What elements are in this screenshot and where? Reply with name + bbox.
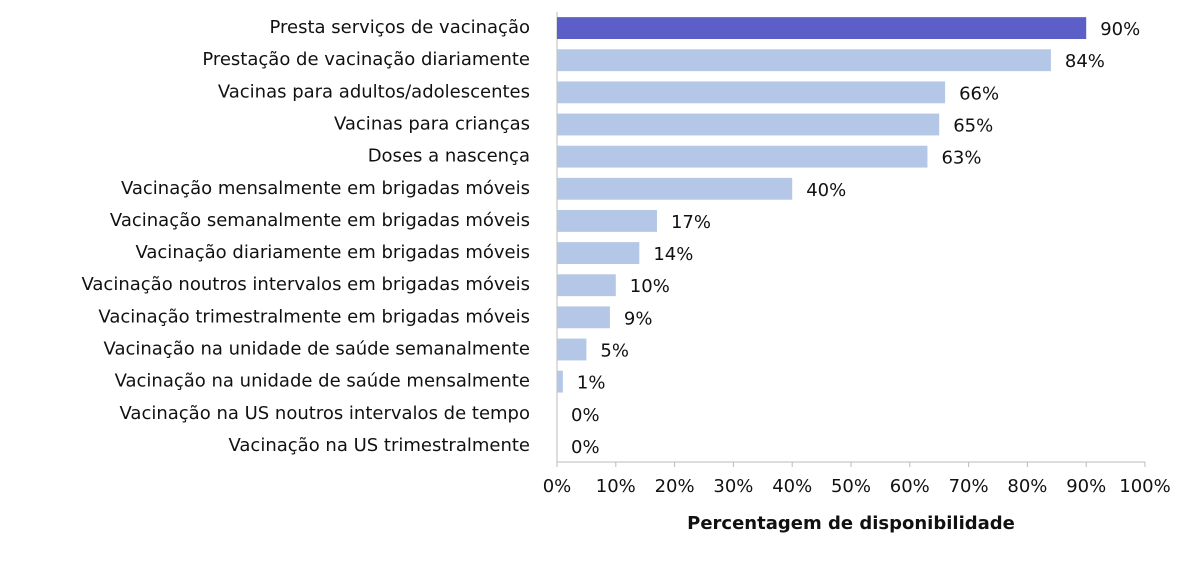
x-tick-label: 100% xyxy=(1119,476,1170,497)
x-tick-label: 70% xyxy=(949,476,989,497)
bar xyxy=(557,370,563,393)
y-tick-label: Presta serviços de vacinação xyxy=(270,17,531,38)
x-tick-label: 20% xyxy=(655,476,695,497)
data-label: 66% xyxy=(959,83,999,104)
y-tick-label: Vacinação na unidade de saúde semanalmen… xyxy=(104,339,530,360)
bar xyxy=(557,338,587,361)
data-label: 5% xyxy=(600,341,629,362)
y-tick-label: Vacinação na US trimestralmente xyxy=(228,435,530,456)
x-tick-label: 10% xyxy=(596,476,636,497)
data-label: 14% xyxy=(653,244,693,265)
data-label: 17% xyxy=(671,212,711,233)
data-label: 9% xyxy=(624,308,653,329)
bar xyxy=(557,113,940,136)
data-label: 40% xyxy=(806,180,846,201)
bar xyxy=(557,274,616,297)
bar xyxy=(557,17,1087,39)
data-label: 1% xyxy=(577,373,606,394)
x-tick-label: 30% xyxy=(713,476,753,497)
y-tick-label: Vacinação trimestralmente em brigadas mó… xyxy=(98,306,530,327)
y-tick-label: Doses a nascença xyxy=(368,146,530,167)
x-axis-title: Percentagem de disponibilidade xyxy=(687,513,1015,534)
data-label: 84% xyxy=(1065,51,1105,72)
y-tick-label: Vacinas para crianças xyxy=(334,114,530,135)
x-tick-label: 40% xyxy=(772,476,812,497)
data-label: 90% xyxy=(1100,19,1140,40)
bar xyxy=(557,145,928,168)
x-tick-label: 80% xyxy=(1007,476,1047,497)
y-tick-label: Vacinação diariamente em brigadas móveis xyxy=(135,242,530,263)
y-tick-label: Prestação de vacinação diariamente xyxy=(202,49,530,70)
bar xyxy=(557,242,640,264)
x-tick-label: 60% xyxy=(890,476,930,497)
y-tick-label: Vacinação noutros intervalos em brigadas… xyxy=(81,274,530,295)
data-label: 10% xyxy=(630,276,670,297)
bar xyxy=(557,306,610,329)
x-tick-label: 50% xyxy=(831,476,871,497)
y-tick-label: Vacinação na unidade de saúde mensalment… xyxy=(115,371,530,392)
bar xyxy=(557,177,793,200)
y-tick-label: Vacinas para adultos/adolescentes xyxy=(218,81,530,102)
x-tick-label: 0% xyxy=(543,476,572,497)
y-tick-label: Vacinação na US noutros intervalos de te… xyxy=(120,403,531,424)
y-tick-label: Vacinação mensalmente em brigadas móveis xyxy=(121,178,530,199)
bar xyxy=(557,81,946,104)
bar xyxy=(557,49,1051,72)
bar xyxy=(557,210,657,232)
data-label: 0% xyxy=(571,405,600,426)
y-tick-label: Vacinação semanalmente em brigadas móvei… xyxy=(110,210,530,231)
data-label: 65% xyxy=(953,116,993,137)
data-label: 0% xyxy=(571,437,600,458)
data-label: 63% xyxy=(941,148,981,169)
x-tick-label: 90% xyxy=(1066,476,1106,497)
